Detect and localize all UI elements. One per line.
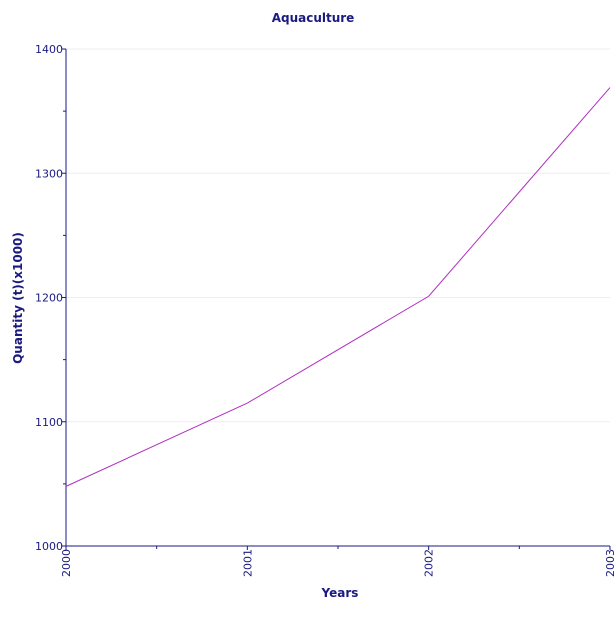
x-tick-label: 2003 xyxy=(604,549,614,577)
axes xyxy=(62,48,611,550)
y-tick-label: 1400 xyxy=(35,43,63,56)
y-axis-title: Quantity (t)(x1000) xyxy=(11,232,25,364)
gridlines xyxy=(66,48,610,423)
tick-labels: 1000 1100 1200 1300 1400 2000 2001 2002 2003 xyxy=(35,43,614,577)
y-tick-label: 1100 xyxy=(35,416,63,429)
series-layer xyxy=(65,87,611,487)
x-axis-title: Years xyxy=(321,586,359,600)
series-line xyxy=(65,87,611,487)
x-tick-label: 2000 xyxy=(60,549,73,577)
y-tick-label: 1300 xyxy=(35,167,63,180)
x-tick-label: 2002 xyxy=(423,549,436,577)
y-tick-label: 1200 xyxy=(35,292,63,305)
chart-title: Aquaculture xyxy=(272,11,355,25)
y-tick-label: 1000 xyxy=(35,540,63,553)
x-tick-label: 2001 xyxy=(241,549,254,577)
